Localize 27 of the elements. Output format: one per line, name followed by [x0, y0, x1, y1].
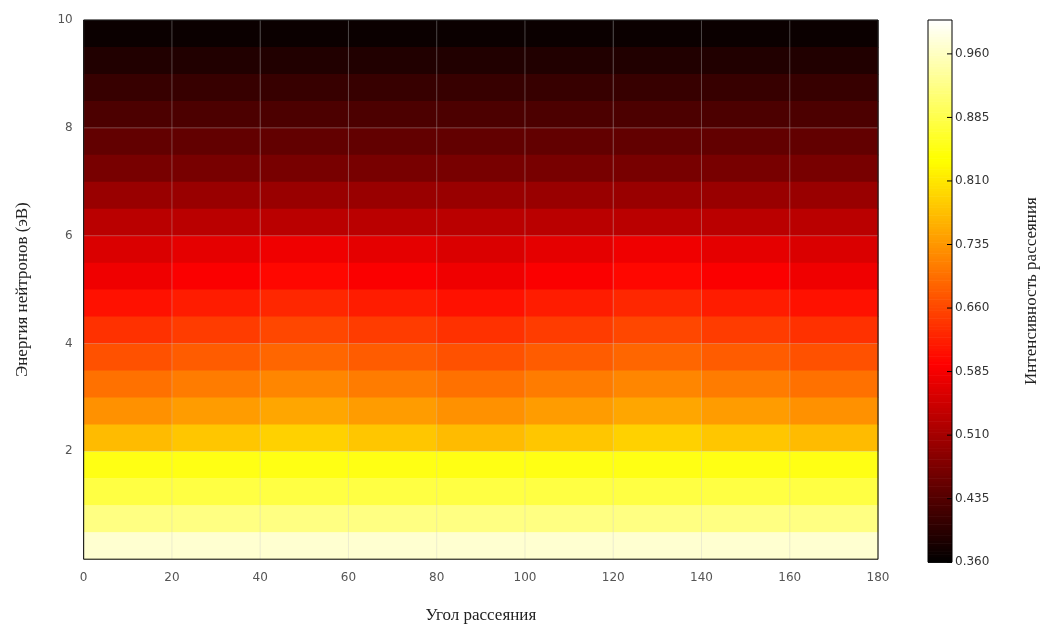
color-bar-label: 0.435: [955, 490, 990, 505]
color-bar-title: Интенсивность рассеяния: [1021, 197, 1041, 386]
x-tick-label: 20: [164, 569, 180, 584]
x-tick-label: 160: [778, 569, 802, 584]
color-bar-label: 0.885: [955, 109, 990, 124]
y-tick-label: 6: [65, 227, 73, 242]
x-tick-label: 120: [601, 569, 625, 584]
x-tick-label: 100: [513, 569, 537, 584]
y-axis-title: Энергия нейтронов (эВ): [11, 202, 31, 377]
x-axis-title: Угол рассеяния: [425, 605, 537, 625]
color-bar-label: 0.735: [955, 236, 990, 251]
color-bar-label: 0.960: [955, 46, 990, 61]
color-bar-label: 0.810: [955, 173, 990, 188]
y-tick-label: 8: [65, 119, 73, 134]
y-tick-label: 10: [57, 12, 73, 27]
x-tick-label: 80: [429, 569, 445, 584]
y-tick-label: 2: [65, 443, 73, 458]
color-bar-label: 0.585: [955, 363, 990, 378]
color-bar-label: 0.510: [955, 427, 990, 442]
x-tick-label: 140: [690, 569, 713, 584]
x-tick-label: 40: [252, 569, 268, 584]
color-bar-label: 0.360: [955, 554, 990, 569]
x-tick-label: 60: [340, 569, 357, 584]
y-tick-label: 4: [65, 335, 73, 350]
x-tick-label: 180: [866, 569, 890, 584]
color-bar-label: 0.660: [955, 300, 990, 315]
x-tick-label: 0: [79, 569, 88, 584]
